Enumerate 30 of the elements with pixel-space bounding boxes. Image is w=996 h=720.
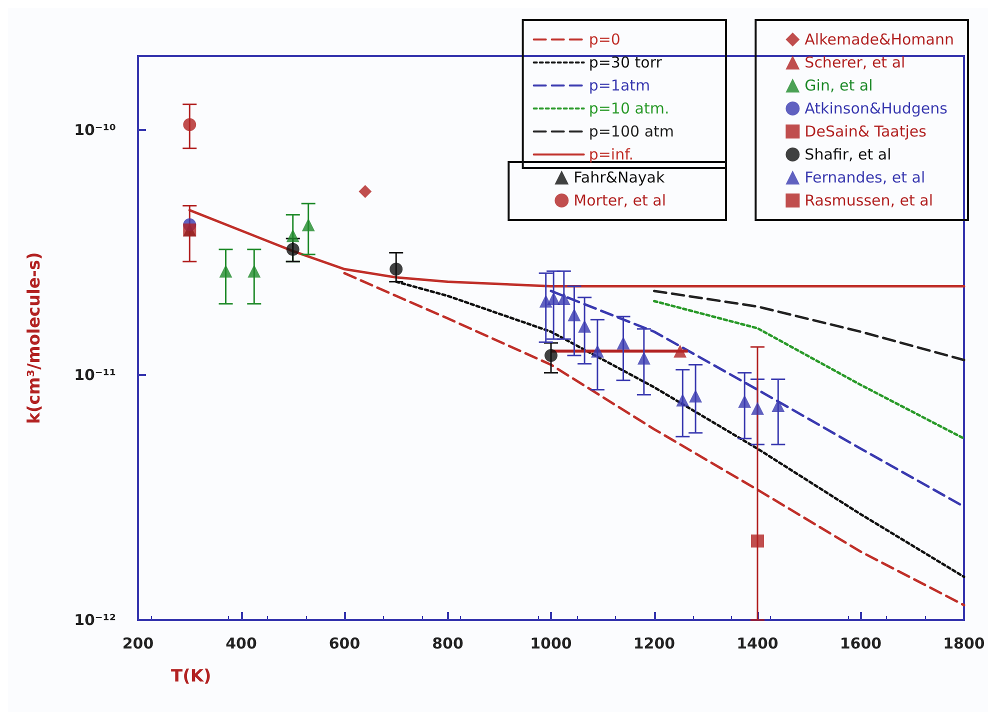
legend-label: p=10 atm. (588, 100, 670, 118)
x-tick-label: 1600 (840, 634, 882, 652)
legend-label: Shafir, et al (804, 146, 892, 164)
x-tick-label: 1000 (530, 634, 572, 652)
legend-label: p=0 (588, 30, 620, 48)
y-tick-label: 10⁻¹¹ (74, 366, 116, 384)
legend-label: p=1atm (588, 76, 650, 94)
legend-label: Gin, et al (804, 76, 873, 94)
x-axis-title: T(K) (171, 666, 212, 686)
legend-label: p=inf. (588, 146, 634, 164)
x-tick-label: 200 (122, 634, 154, 652)
legend-label: Fahr&Nayak (574, 168, 665, 186)
legend-label: Morter, et al (574, 192, 666, 210)
x-tick-label: 400 (226, 634, 257, 652)
x-tick-label: 1400 (736, 634, 778, 652)
legend-label: p=30 torr (588, 54, 663, 72)
legend-label: Fernandes, et al (804, 168, 926, 186)
legend-label: DeSain& Taatjes (804, 122, 927, 140)
legend-label: Scherer, et al (804, 54, 906, 72)
legend-label: Alkemade&Homann (804, 30, 954, 48)
x-tick-label: 600 (328, 634, 360, 652)
legend-label: p=100 atm (588, 122, 674, 140)
y-tick-label: 10⁻¹² (74, 611, 116, 629)
x-tick-label: 1200 (633, 634, 676, 652)
y-axis-title: k(cm³/molecule-s) (24, 252, 44, 424)
legend-label: Rasmussen, et al (804, 192, 934, 210)
x-tick-label: 800 (432, 634, 464, 652)
legend-label: Atkinson&Hudgens (804, 100, 948, 118)
x-tick-label: 1800 (943, 634, 985, 652)
y-tick-label: 10⁻¹⁰ (74, 120, 116, 139)
